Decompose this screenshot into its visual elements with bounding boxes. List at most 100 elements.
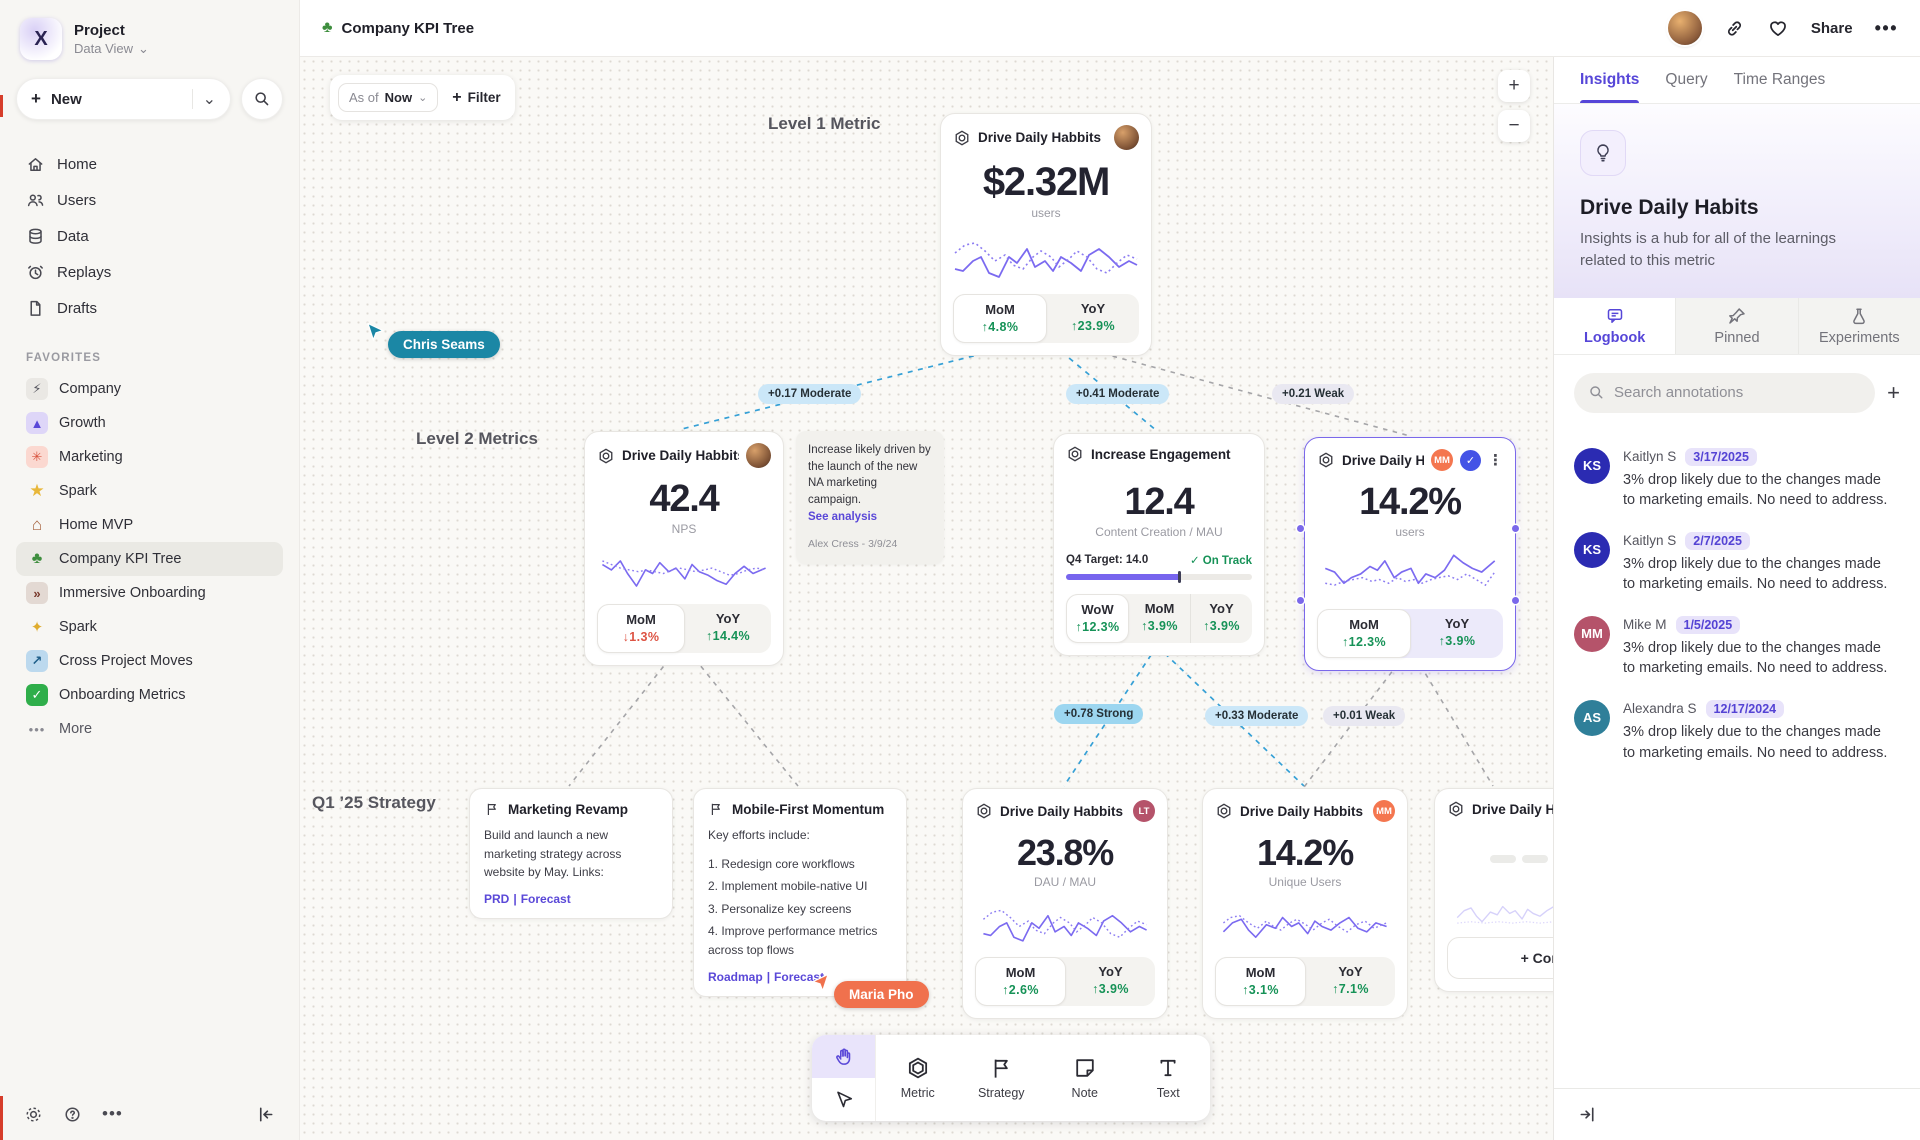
search-button[interactable] xyxy=(241,78,283,120)
annotation-item[interactable]: KS Kaitlyn S 2/7/2025 3% drop likely due… xyxy=(1574,531,1900,595)
sidebar-item-replays[interactable]: Replays xyxy=(16,254,283,290)
tab-time-ranges[interactable]: Time Ranges xyxy=(1733,71,1826,88)
share-button[interactable]: Share xyxy=(1810,19,1853,37)
help-icon[interactable] xyxy=(63,1105,82,1124)
connect-button[interactable]: + Connec xyxy=(1447,937,1553,979)
cursor-name-pill: Maria Pho xyxy=(834,981,929,1008)
yoy-cell[interactable]: YoY ↑7.1% xyxy=(1332,964,1369,996)
canvas-note[interactable]: Increase likely driven by the launch of … xyxy=(796,431,944,564)
mom-cell[interactable]: MoM ↓1.3% xyxy=(597,604,685,653)
subtab-experiments[interactable]: Experiments xyxy=(1798,297,1920,354)
select-tool[interactable] xyxy=(812,1078,875,1121)
forecast-link[interactable]: Forecast xyxy=(520,891,571,906)
project-switcher[interactable]: X Project Data View ⌄ xyxy=(16,18,283,60)
note-tool[interactable]: Note xyxy=(1043,1035,1127,1121)
roadmap-link[interactable]: Roadmap xyxy=(708,969,763,984)
add-annotation-button[interactable]: + xyxy=(1887,379,1900,405)
sidebar-item-data[interactable]: Data xyxy=(16,218,283,254)
sidebar-item-immersive-onboarding[interactable]: » Immersive Onboarding xyxy=(16,576,283,610)
selection-handle[interactable] xyxy=(1297,525,1304,532)
see-analysis-link[interactable]: See analysis xyxy=(808,510,878,523)
metric-card-unique-users[interactable]: Drive Daily Habbits MM 14.2% Unique User… xyxy=(1202,788,1408,1019)
as-of-selector[interactable]: As of Now ⌄ xyxy=(338,83,439,112)
selection-handle[interactable] xyxy=(1512,597,1519,604)
yoy-cell[interactable]: YoY ↑3.9% xyxy=(1190,594,1252,643)
sidebar-item-users[interactable]: Users xyxy=(16,182,283,218)
mom-cell[interactable]: MoM ↑3.1% xyxy=(1215,957,1306,1006)
annotation-date[interactable]: 2/7/2025 xyxy=(1685,531,1750,550)
metric-card-partial[interactable]: Drive Daily Hab + Connec xyxy=(1434,788,1553,992)
selection-handle[interactable] xyxy=(1512,525,1519,532)
subtab-pinned[interactable]: Pinned xyxy=(1676,297,1799,354)
sidebar-item-cross-project-moves[interactable]: ↗ Cross Project Moves xyxy=(16,644,283,678)
metric-card-drive-daily-habbits-nps[interactable]: Drive Daily Habbits 42.4 NPS MoM ↓1.3% Y… xyxy=(584,431,784,666)
filter-button[interactable]: + Filter xyxy=(452,88,501,106)
tab-query[interactable]: Query xyxy=(1665,71,1708,88)
metric-card-increase-engagement[interactable]: Increase Engagement 12.4 Content Creatio… xyxy=(1053,433,1265,656)
annotation-date[interactable]: 12/17/2024 xyxy=(1705,699,1785,718)
hand-tool[interactable] xyxy=(812,1035,875,1078)
sidebar-item-drafts[interactable]: Drafts xyxy=(16,290,283,326)
metric-hexagon-icon xyxy=(597,447,615,465)
annotation-item[interactable]: AS Alexandra S 12/17/2024 3% drop likely… xyxy=(1574,699,1900,763)
annotation-item[interactable]: MM Mike M 1/5/2025 3% drop likely due to… xyxy=(1574,615,1900,679)
mom-cell[interactable]: MoM ↑3.9% xyxy=(1141,601,1178,633)
tab-insights[interactable]: Insights xyxy=(1580,57,1640,103)
selection-handle[interactable] xyxy=(1297,597,1304,604)
zoom-out-button[interactable]: − xyxy=(1498,110,1530,142)
sidebar-item-marketing[interactable]: ✳ Marketing xyxy=(16,440,283,474)
metric-tool[interactable]: Metric xyxy=(876,1035,960,1121)
new-button[interactable]: + New ⌄ xyxy=(16,78,231,120)
mom-cell[interactable]: MoM ↑2.6% xyxy=(975,957,1066,1006)
annotation-item[interactable]: KS Kaitlyn S 3/17/2025 3% drop likely du… xyxy=(1574,447,1900,511)
kpi-tree-canvas[interactable]: As of Now ⌄ + Filter + − Level 1 Metric … xyxy=(300,57,1553,1140)
sidebar-item-onboarding-metrics[interactable]: ✓ Onboarding Metrics xyxy=(16,678,283,712)
target-progress-bar xyxy=(1066,571,1252,583)
sidebar-item-home-mvp[interactable]: ⌂ Home MVP xyxy=(16,508,283,542)
project-view-selector[interactable]: Data View ⌄ xyxy=(74,40,149,57)
strategy-card-mobile-first-momentum[interactable]: Mobile-First Momentum Key efforts includ… xyxy=(693,788,907,997)
prd-link[interactable]: PRD xyxy=(484,891,510,906)
more-menu-icon[interactable]: ••• xyxy=(1874,17,1898,38)
collapse-sidebar-icon[interactable] xyxy=(256,1105,275,1124)
mom-cell[interactable]: MoM ↑4.8% xyxy=(953,294,1047,343)
copy-link-icon[interactable] xyxy=(1724,18,1745,39)
chevron-down-icon[interactable]: ⌄ xyxy=(202,91,216,108)
strategy-card-marketing-revamp[interactable]: Marketing Revamp Build and launch a new … xyxy=(469,788,673,919)
metric-insights-description: Insights is a hub for all of the learnin… xyxy=(1580,230,1836,269)
annotation-date[interactable]: 3/17/2025 xyxy=(1685,447,1757,466)
forecast-link[interactable]: Forecast xyxy=(774,969,825,984)
user-avatar[interactable] xyxy=(1667,11,1702,45)
yoy-cell[interactable]: YoY ↑3.9% xyxy=(1092,964,1129,996)
strategy-tool[interactable]: Strategy xyxy=(960,1035,1044,1121)
favorite-heart-icon[interactable] xyxy=(1767,17,1789,39)
metric-card-dau-mau[interactable]: Drive Daily Habbits LT 23.8% DAU / MAU M… xyxy=(962,788,1168,1019)
sparkline xyxy=(954,242,1138,278)
wow-cell[interactable]: WoW ↑12.3% xyxy=(1066,594,1129,643)
metric-unit: users xyxy=(1395,525,1425,539)
sidebar-item-growth[interactable]: ▲ Growth xyxy=(16,406,283,440)
sidebar-item-spark-2[interactable]: ✦ Spark xyxy=(16,610,283,644)
annotation-search-input[interactable] xyxy=(1614,384,1862,401)
collapse-panel-icon[interactable] xyxy=(1578,1105,1597,1124)
zoom-in-button[interactable]: + xyxy=(1498,70,1530,102)
text-tool[interactable]: Text xyxy=(1127,1035,1211,1121)
yoy-cell[interactable]: YoY ↑3.9% xyxy=(1438,616,1476,648)
metric-card-drive-daily-habbits-selected[interactable]: Drive Daily Habb.. MM ✓ ⋮ 14.2% users Mo… xyxy=(1304,437,1516,671)
mom-cell[interactable]: MoM ↑12.3% xyxy=(1317,609,1411,658)
sidebar-item-company-kpi-tree[interactable]: ♣ Company KPI Tree xyxy=(16,542,283,576)
subtab-logbook[interactable]: Logbook xyxy=(1554,297,1677,354)
settings-gear-icon[interactable] xyxy=(24,1105,43,1124)
annotation-date[interactable]: 1/5/2025 xyxy=(1675,615,1741,634)
sidebar-item-more[interactable]: ••• More xyxy=(16,712,283,746)
yoy-cell[interactable]: YoY ↑23.9% xyxy=(1070,301,1116,333)
yoy-cell[interactable]: YoY ↑14.4% xyxy=(705,611,751,643)
sidebar-item-company[interactable]: ⚡ Company xyxy=(16,372,283,406)
annotation-search[interactable] xyxy=(1574,372,1876,413)
sidebar-item-home[interactable]: Home xyxy=(16,146,283,182)
metric-card-drive-daily-habbits-l1[interactable]: Drive Daily Habbits $2.32M users MoM ↑4.… xyxy=(940,113,1152,356)
annotation-author: Mike M xyxy=(1623,617,1667,633)
overflow-menu-icon[interactable]: ••• xyxy=(102,1104,123,1123)
sidebar-item-spark[interactable]: ★ Spark xyxy=(16,474,283,508)
kebab-menu-icon[interactable]: ⋮ xyxy=(1488,452,1503,469)
